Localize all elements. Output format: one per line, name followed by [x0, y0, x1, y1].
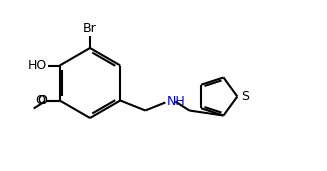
- Text: O: O: [37, 94, 47, 107]
- Text: HO: HO: [27, 59, 47, 72]
- Text: Br: Br: [83, 22, 97, 35]
- Text: O: O: [35, 94, 45, 107]
- Text: NH: NH: [166, 95, 185, 108]
- Text: S: S: [241, 90, 249, 103]
- Text: O: O: [37, 95, 47, 108]
